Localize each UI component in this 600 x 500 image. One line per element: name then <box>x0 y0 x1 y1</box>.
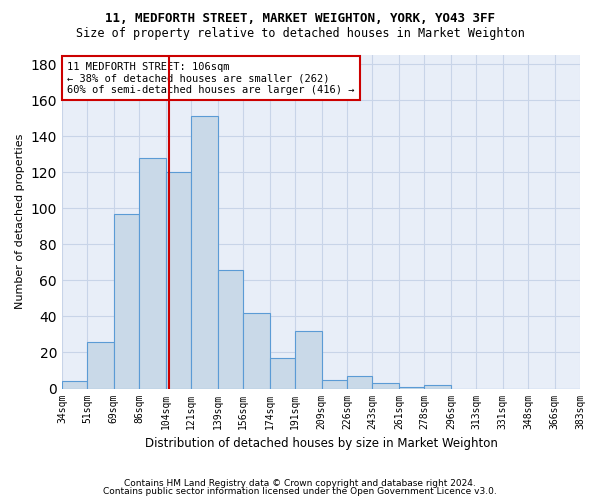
Bar <box>399 387 424 388</box>
Bar <box>114 214 139 388</box>
Bar <box>322 380 347 388</box>
Bar <box>295 331 322 388</box>
Text: 11, MEDFORTH STREET, MARKET WEIGHTON, YORK, YO43 3FF: 11, MEDFORTH STREET, MARKET WEIGHTON, YO… <box>105 12 495 26</box>
Bar <box>243 313 270 388</box>
Text: 11 MEDFORTH STREET: 106sqm
← 38% of detached houses are smaller (262)
60% of sem: 11 MEDFORTH STREET: 106sqm ← 38% of deta… <box>67 62 355 95</box>
Bar <box>270 358 295 388</box>
Text: Contains HM Land Registry data © Crown copyright and database right 2024.: Contains HM Land Registry data © Crown c… <box>124 478 476 488</box>
Bar <box>347 376 372 388</box>
Text: Contains public sector information licensed under the Open Government Licence v3: Contains public sector information licen… <box>103 487 497 496</box>
Bar <box>166 172 191 388</box>
Bar <box>424 385 451 388</box>
Bar <box>218 270 243 388</box>
Bar <box>372 383 399 388</box>
Text: Size of property relative to detached houses in Market Weighton: Size of property relative to detached ho… <box>76 28 524 40</box>
Bar <box>87 342 114 388</box>
Y-axis label: Number of detached properties: Number of detached properties <box>15 134 25 310</box>
Bar <box>191 116 218 388</box>
X-axis label: Distribution of detached houses by size in Market Weighton: Distribution of detached houses by size … <box>145 437 497 450</box>
Bar <box>139 158 166 388</box>
Bar <box>62 382 87 388</box>
